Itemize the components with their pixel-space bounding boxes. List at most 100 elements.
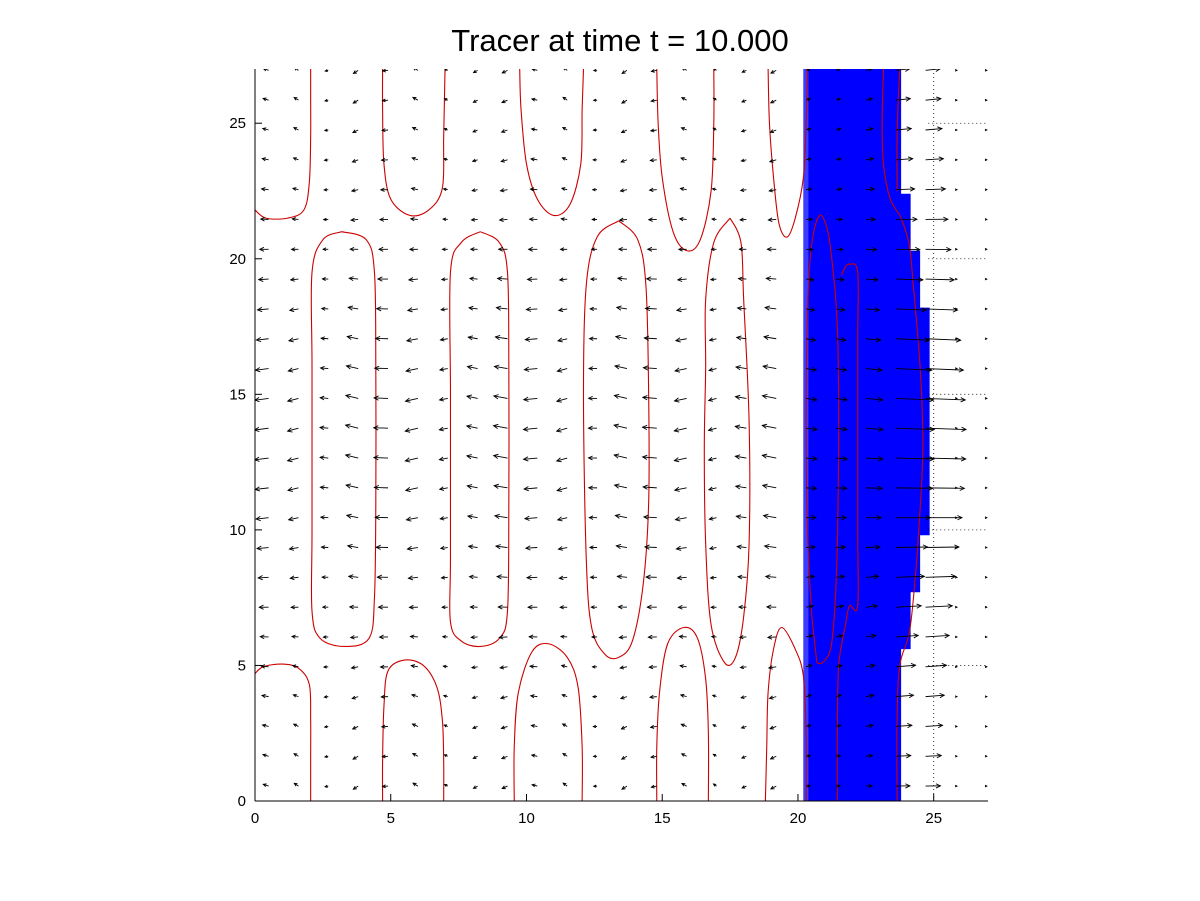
quiver-arrow — [591, 665, 598, 669]
quiver-shaft — [765, 307, 777, 310]
quiver-arrow — [865, 216, 877, 222]
quiver-head — [471, 695, 476, 700]
quiver-arrow — [467, 335, 478, 341]
quiver-arrow — [319, 425, 329, 431]
quiver-head — [411, 156, 416, 161]
quiver-shaft — [865, 98, 873, 101]
quiver-head — [740, 158, 745, 163]
quiver-arrow — [925, 692, 946, 699]
quiver-shaft — [895, 338, 930, 341]
quiver-arrow — [984, 69, 988, 72]
quiver-arrow — [736, 306, 747, 311]
quiver-head — [494, 335, 501, 341]
quiver-head — [407, 277, 414, 282]
quiver-head — [761, 483, 768, 489]
quiver-head — [673, 457, 680, 463]
quiver-arrow — [648, 187, 657, 193]
quiver-arrow — [805, 97, 812, 102]
quiver-head — [561, 723, 566, 727]
quiver-shaft — [806, 546, 816, 548]
quiver-head — [841, 366, 848, 373]
quiver-head — [711, 187, 716, 191]
quiver-arrow — [498, 634, 508, 640]
quiver-head — [525, 575, 532, 581]
quiver-arrow — [256, 306, 269, 313]
quiver-head — [836, 69, 841, 72]
quiver-arrow — [650, 69, 657, 73]
quiver-head — [323, 695, 328, 699]
quiver-shaft — [865, 635, 876, 638]
quiver-arrow — [770, 69, 777, 74]
quiver-head — [324, 69, 328, 73]
quiver-shaft — [925, 575, 956, 578]
quiver-arrow — [522, 426, 538, 432]
quiver-head — [405, 337, 412, 343]
quiver-head — [471, 188, 476, 193]
quiver-arrow — [257, 575, 269, 581]
quiver-shaft — [467, 515, 478, 519]
quiver-head — [984, 576, 988, 579]
quiver-shaft — [769, 696, 777, 699]
quiver-shaft — [895, 457, 935, 460]
quiver-arrow — [768, 695, 777, 700]
quiver-arrow — [494, 544, 508, 550]
quiver-shaft — [493, 425, 508, 429]
quiver-head — [557, 307, 564, 313]
quiver-shaft — [710, 308, 717, 311]
quiver-arrow — [556, 486, 568, 492]
quiver-head — [556, 486, 563, 492]
quiver-arrow — [712, 724, 717, 728]
quiver-head — [984, 695, 988, 698]
quiver-arrow — [895, 663, 917, 669]
quiver-head — [555, 427, 562, 433]
quiver-arrow — [865, 663, 876, 669]
quiver-arrow — [617, 604, 627, 610]
quiver-shaft — [351, 666, 359, 669]
quiver-arrow — [648, 694, 657, 700]
quiver-head — [707, 397, 714, 402]
quiver-arrow — [678, 217, 687, 222]
quiver-head — [257, 276, 264, 282]
quiver-shaft — [347, 336, 359, 340]
quiver-shaft — [466, 425, 478, 429]
quiver-arrow — [529, 694, 538, 699]
quiver-arrow — [954, 397, 959, 400]
quiver-head — [809, 277, 815, 282]
quiver-arrow — [954, 247, 959, 251]
quiver-arrow — [492, 453, 508, 459]
quiver-head — [319, 395, 325, 401]
quiver-head — [262, 783, 267, 788]
quiver-shaft — [468, 307, 478, 310]
quiver-arrow — [442, 694, 448, 698]
quiver-arrow — [345, 483, 359, 489]
quiver-shaft — [468, 336, 478, 340]
quiver-arrow — [377, 246, 389, 252]
quiver-arrow — [673, 486, 687, 492]
quiver-arrow — [805, 664, 813, 668]
quiver-head — [472, 785, 477, 789]
quiver-head — [807, 724, 812, 728]
quiver-arrow — [954, 426, 959, 430]
quiver-arrow — [471, 695, 478, 700]
quiver-arrow — [324, 98, 329, 102]
quiver-shaft — [523, 457, 538, 460]
quiver-arrow — [865, 485, 884, 491]
quiver-head — [620, 725, 626, 730]
quiver-head — [323, 128, 328, 132]
quiver-arrow — [707, 486, 717, 492]
quiver-head — [905, 69, 911, 72]
quiver-head — [255, 426, 260, 433]
quiver-head — [380, 157, 386, 163]
quiver-arrow — [768, 158, 777, 163]
quiver-arrow — [835, 515, 848, 521]
quiver-arrow — [712, 783, 717, 787]
quiver-arrow — [865, 307, 881, 313]
quiver-arrow — [374, 514, 389, 521]
quiver-arrow — [288, 545, 299, 551]
quiver-head — [613, 453, 620, 459]
quiver-head — [409, 216, 415, 222]
quiver-arrow — [954, 188, 959, 191]
quiver-arrow — [954, 725, 959, 728]
quiver-shaft — [411, 694, 419, 698]
contour-line — [881, 69, 924, 801]
